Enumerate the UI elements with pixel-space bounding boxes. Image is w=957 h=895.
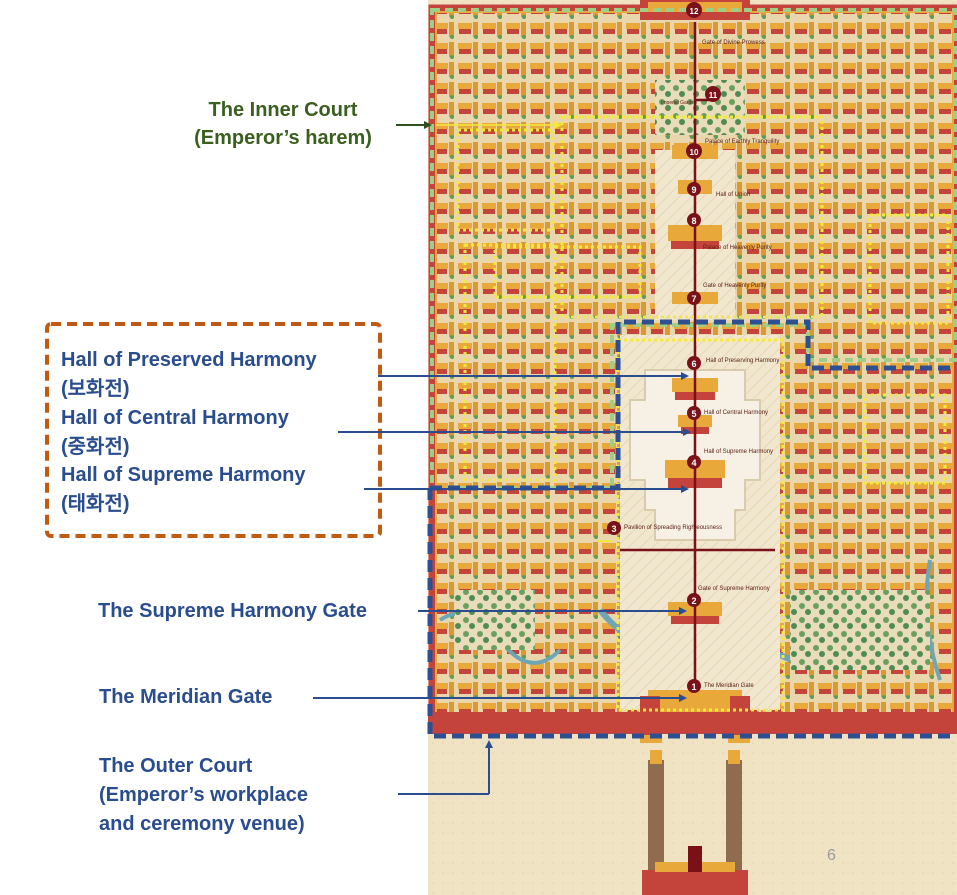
svg-text:11: 11 xyxy=(709,91,718,100)
hall-preserved-harmony-name: Hall of Preserved Harmony xyxy=(61,349,317,371)
hall-preserved-harmony-label: Hall of Preserved Harmony (보화전) xyxy=(61,346,317,404)
supreme-harmony-gate-label: The Supreme Harmony Gate xyxy=(98,600,367,622)
map-marker-2: 2 Gate of Supreme Harmony xyxy=(687,586,770,607)
svg-text:2: 2 xyxy=(691,596,696,606)
leader-lines xyxy=(313,121,691,795)
map-marker-6: 6 Hall of Preserving Harmony xyxy=(687,356,779,370)
hall-preserved-harmony-korean: (보화전) xyxy=(61,378,130,400)
svg-text:Hall of Union: Hall of Union xyxy=(716,192,750,198)
meridian-gate-label: The Meridian Gate xyxy=(99,686,273,708)
map-marker-8: 8 Palace of Heavenly Purity xyxy=(687,213,772,251)
svg-text:Gate of Supreme Harmony: Gate of Supreme Harmony xyxy=(698,586,770,592)
svg-text:10: 10 xyxy=(690,148,699,157)
outer-court-subtitle-2: and ceremony venue) xyxy=(99,813,305,835)
inner-court-subtitle: (Emperor’s harem) xyxy=(194,127,372,149)
svg-text:Gate of Divine Prowess: Gate of Divine Prowess xyxy=(702,40,765,46)
svg-text:Hall of Supreme Harmony: Hall of Supreme Harmony xyxy=(704,449,773,455)
svg-text:1: 1 xyxy=(691,682,696,692)
outer-court-title: The Outer Court xyxy=(99,755,253,777)
hall-supreme-harmony-korean: (태화전) xyxy=(61,493,130,515)
map-marker-9: 9 Hall of Union xyxy=(687,182,750,198)
svg-text:9: 9 xyxy=(691,185,696,195)
inner-court-title: The Inner Court xyxy=(208,99,358,121)
map-marker-5: 5 Hall of Central Harmony xyxy=(687,406,768,420)
axis-arrows xyxy=(620,22,775,690)
map-marker-10: 10 Palace of Earthly Tranquility xyxy=(686,139,779,159)
imperial-garden-trees xyxy=(655,80,745,135)
outer-court-label: The Outer Court (Emperor’s workplace and… xyxy=(99,752,308,839)
west-trees xyxy=(455,590,535,650)
svg-text:4: 4 xyxy=(691,458,696,468)
ceremonial-courtyard xyxy=(620,335,780,710)
svg-text:The Meridian Gate: The Meridian Gate xyxy=(704,683,754,689)
east-trees xyxy=(790,590,930,670)
hall-central-harmony-label: Hall of Central Harmony (중화전) xyxy=(61,404,289,462)
svg-text:3: 3 xyxy=(611,524,616,534)
hall-supreme-harmony-label: Hall of Supreme Harmony (태화전) xyxy=(61,461,306,519)
svg-text:Hall of Preserving Harmony: Hall of Preserving Harmony xyxy=(706,358,779,364)
hall-supreme-harmony-name: Hall of Supreme Harmony xyxy=(61,464,306,486)
page-number: 6 xyxy=(827,847,836,864)
svg-text:5: 5 xyxy=(691,409,696,419)
three-halls-highlight-box xyxy=(45,322,382,538)
outer-court-subtitle-1: (Emperor’s workplace xyxy=(99,784,308,806)
inner-court-label: The Inner Court (Emperor’s harem) xyxy=(176,96,390,152)
map-marker-12: 12 Gate of Divine Prowess xyxy=(686,2,765,46)
hall-central-harmony-korean: (중화전) xyxy=(61,436,130,458)
svg-text:Pavilion of Spreading Righteou: Pavilion of Spreading Righteousness xyxy=(624,525,722,531)
map-marker-4: 4 Hall of Supreme Harmony xyxy=(687,449,773,469)
outer-court-boundary xyxy=(427,319,955,739)
svg-text:Palace of Heavenly Purity: Palace of Heavenly Purity xyxy=(703,245,772,251)
svg-text:6: 6 xyxy=(691,359,696,369)
map-marker-7: 7 Gate of Heavenly Purity xyxy=(687,283,766,305)
svg-text:7: 7 xyxy=(691,294,696,304)
svg-text:Palace of Earthly Tranquility: Palace of Earthly Tranquility xyxy=(705,139,779,145)
hall-central-harmony-name: Hall of Central Harmony xyxy=(61,407,289,429)
map-marker-3: 3 Pavilion of Spreading Righteousness xyxy=(607,521,722,535)
svg-text:Imperial Garden: Imperial Garden xyxy=(661,100,697,106)
svg-text:Gate of Heavenly Purity: Gate of Heavenly Purity xyxy=(703,283,766,289)
meridian-gate-structure xyxy=(428,690,957,895)
map-marker-11: 11 Imperial Garden xyxy=(661,86,721,106)
svg-text:8: 8 xyxy=(691,216,696,226)
svg-text:12: 12 xyxy=(690,7,699,16)
svg-text:Hall of Central Harmony: Hall of Central Harmony xyxy=(704,410,768,416)
map-marker-1: 1 The Meridian Gate xyxy=(687,679,754,693)
